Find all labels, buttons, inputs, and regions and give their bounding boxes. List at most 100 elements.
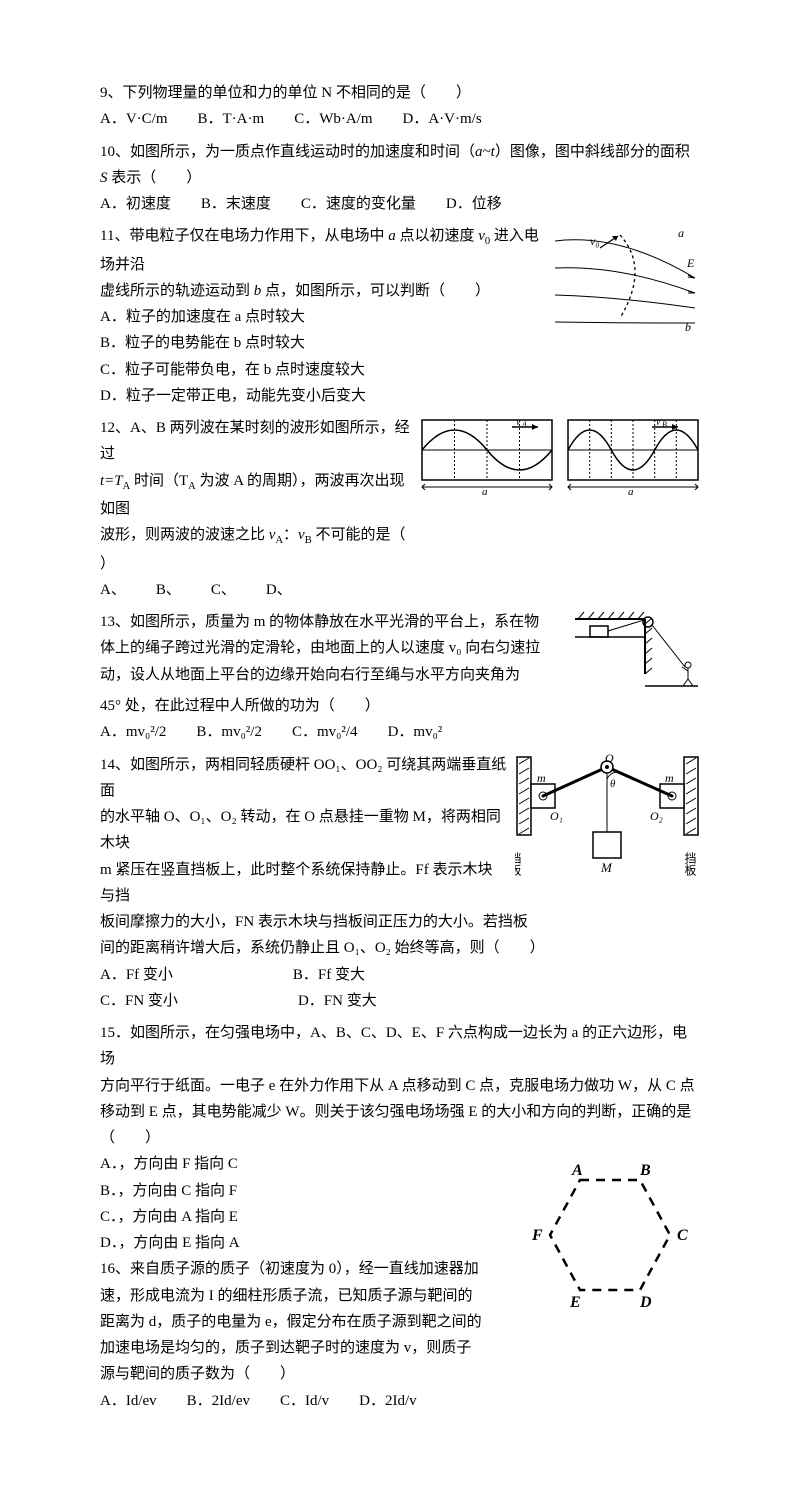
q11-figure: a E b v₀	[550, 223, 700, 333]
q10-opt-a: A．初速度	[100, 191, 171, 217]
t: 点以初速度	[396, 228, 479, 244]
q9-opt-b: B．T·A·m	[198, 106, 265, 132]
q9-opt-c: C．Wb·A/m	[294, 106, 372, 132]
lbl-wall-r: 挡板	[683, 851, 697, 876]
t: 点，如图所示，可以判断（ ）	[261, 283, 490, 299]
svg-text:v: v	[516, 417, 521, 428]
lbl-O1: O₁	[550, 809, 563, 823]
question-13: 13、如图所示，质量为 m 的物体静放在水平光滑的平台上，系在物 体上的绳子跨过…	[100, 609, 700, 746]
t: B	[305, 535, 312, 546]
q10-stem-d: S	[100, 170, 108, 186]
q11-label-a: a	[678, 226, 684, 240]
t: 12、A、B 两列波在某时刻的波形如图所示，经过	[100, 420, 410, 462]
t: 间的距离稍许增大后，系统仍静止且 O₁、O₂ 始终等高，则（ ）	[100, 935, 700, 961]
q10-stem: 10、如图所示，为一质点作直线运动时的加速度和时间（a~t）图像，图中斜线部分的…	[100, 139, 700, 192]
q12-axis-a2: a	[628, 486, 634, 495]
lbl-O2: O₂	[650, 809, 663, 823]
q13-options: A．mv₀²/2 B．mv₀²/2 C．mv₀²/4 D．mv₀²	[100, 719, 700, 745]
q12-options: A、 B、 C、 D、	[100, 577, 700, 603]
t: A	[275, 535, 283, 546]
t: A	[188, 481, 196, 492]
q12-axis-a1: a	[482, 486, 488, 495]
q10-stem-e: 表示（ ）	[108, 170, 202, 186]
hex-B: B	[639, 1162, 651, 1179]
t: 源与靶间的质子数为（ ）	[100, 1361, 700, 1387]
q10-stem-a: 10、如图所示，为一质点作直线运动时的加速度和时间（	[100, 144, 475, 160]
q13-opt-b: B．mv₀²/2	[196, 719, 262, 745]
q9-opt-d: D．A·V·m/s	[403, 106, 482, 132]
q11-opt-d: D．粒子一定带正电，动能先变小后变大	[100, 383, 700, 409]
q15-figure: A B C D E F	[520, 1155, 700, 1320]
q12-opt-c: C、	[211, 577, 236, 603]
svg-text:v: v	[656, 417, 661, 428]
t: 11、带电粒子仅在电场力作用下，从电场中	[100, 228, 388, 244]
q10-opt-c: C．速度的变化量	[301, 191, 416, 217]
lbl-M: M	[600, 860, 613, 875]
q13-opt-c: C．mv₀²/4	[292, 719, 358, 745]
svg-text:A: A	[521, 420, 527, 429]
hex-D: D	[639, 1294, 652, 1311]
q13-opt-a: A．mv₀²/2	[100, 719, 166, 745]
q10-options: A．初速度 B．末速度 C．速度的变化量 D．位移	[100, 191, 700, 217]
question-11: a E b v₀ 11、带电粒子仅在电场力作用下，从电场中 a 点以初速度 v0…	[100, 223, 700, 409]
t: 45° 处，在此过程中人所做的功为（ ）	[100, 693, 700, 719]
hex-C: C	[677, 1227, 688, 1244]
t: 15．如图所示，在匀强电场中，A、B、C、D、E、F 六点构成一边长为 a 的正…	[100, 1020, 700, 1073]
hex-A: A	[571, 1162, 583, 1179]
lbl-wall-l: 挡板	[515, 851, 522, 876]
lbl-m-l: m	[537, 771, 546, 785]
question-15: 15．如图所示，在匀强电场中，A、B、C、D、E、F 六点构成一边长为 a 的正…	[100, 1020, 700, 1414]
q11-label-E: E	[686, 256, 695, 270]
q11-label-v0: v₀	[590, 234, 600, 248]
q12-opt-a: A、	[100, 577, 126, 603]
q10-opt-d: D．位移	[446, 191, 502, 217]
q12-figure: v A a v B a	[420, 415, 700, 495]
lbl-O: O	[605, 752, 614, 765]
t: 波形，则两波的波速之比	[100, 527, 269, 543]
hex-F: F	[531, 1227, 543, 1244]
q16-opt-c: C．Id/v	[280, 1388, 329, 1414]
q16-options: A．Id/ev B．2Id/ev C．Id/v D．2Id/v	[100, 1388, 700, 1414]
q14-opt-a: A．Ff 变小	[100, 962, 173, 988]
t: 方向平行于纸面。一电子 e 在外力作用下从 A 点移动到 C 点，克服电场力做功…	[100, 1073, 700, 1099]
q9-opt-a: A．V·C/m	[100, 106, 168, 132]
t: 不可能的是（	[312, 527, 406, 543]
t: v	[298, 527, 305, 543]
t: t=T	[100, 473, 123, 489]
q14-figure: m m O O₁ O₂ θ M 挡板 挡板	[515, 752, 700, 882]
q9-options: A．V·C/m B．T·A·m C．Wb·A/m D．A·V·m/s	[100, 106, 700, 132]
q12-opt-d: D、	[266, 577, 292, 603]
q10-stem-b: a~t	[475, 144, 495, 160]
question-14: m m O O₁ O₂ θ M 挡板 挡板 14、如图所示，两相同轻质硬杆 O	[100, 752, 700, 1015]
q12-opt-b: B、	[156, 577, 181, 603]
q14-opt-d: D．FN 变大	[298, 988, 377, 1014]
q13-opt-d: D．mv₀²	[388, 719, 443, 745]
t: 板间摩擦力的大小，FN 表示木块与挡板间正压力的大小。若挡板	[100, 909, 700, 935]
t: ）	[100, 556, 115, 572]
t: a	[388, 228, 396, 244]
q10-opt-b: B．末速度	[201, 191, 271, 217]
t: 虚线所示的轨迹运动到	[100, 283, 254, 299]
q16-opt-b: B．2Id/ev	[187, 1388, 250, 1414]
t: 加速电场是均匀的，质子到达靶子时的速度为 v，则质子	[100, 1335, 700, 1361]
hex-E: E	[569, 1294, 581, 1311]
lbl-theta: θ	[610, 778, 616, 790]
t: v	[478, 228, 485, 244]
q14-opt-c: C．FN 变小	[100, 988, 178, 1014]
q11-opt-b: B．粒子的电势能在 b 点时较大	[100, 330, 700, 356]
q11-opt-c: C．粒子可能带负电，在 b 点时速度较大	[100, 357, 700, 383]
q14-opt-b: B．Ff 变大	[293, 962, 365, 988]
t: 时间（T	[130, 473, 188, 489]
lbl-m-r: m	[665, 771, 674, 785]
q16-opt-a: A．Id/ev	[100, 1388, 157, 1414]
t: ：	[283, 527, 298, 543]
svg-text:B: B	[662, 420, 667, 429]
q10-stem-c: ）图像，图中斜线部分的面积	[495, 144, 690, 160]
q13-figure	[570, 609, 700, 689]
question-9: 9、下列物理量的单位和力的单位 N 不相同的是（ ） A．V·C/m B．T·A…	[100, 80, 700, 133]
q11-label-b: b	[685, 320, 691, 333]
question-10: 10、如图所示，为一质点作直线运动时的加速度和时间（a~t）图像，图中斜线部分的…	[100, 139, 700, 218]
question-12: v A a v B a 12、A、B 两列波在某时刻的波形如图所示，经过	[100, 415, 700, 603]
q16-opt-d: D．2Id/v	[359, 1388, 417, 1414]
q9-stem: 9、下列物理量的单位和力的单位 N 不相同的是（ ）	[100, 80, 700, 106]
